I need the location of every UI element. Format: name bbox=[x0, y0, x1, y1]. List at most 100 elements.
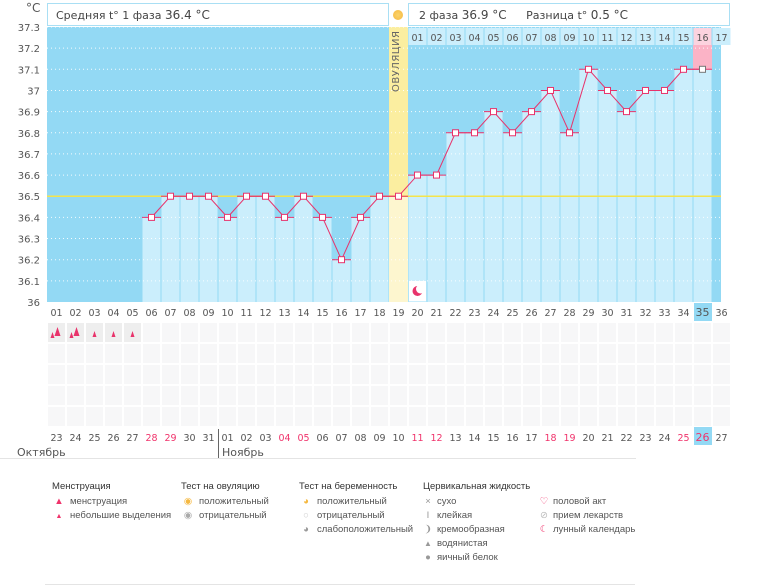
phase2-day-label: 17 bbox=[715, 33, 727, 44]
legend-title: Тест на беременность bbox=[299, 481, 398, 492]
calendar-date-label: 27 bbox=[126, 433, 138, 444]
symptom-cell bbox=[162, 344, 179, 363]
temp-bar bbox=[617, 111, 636, 302]
cycle-day-label: 27 bbox=[544, 308, 556, 319]
legend-item: клейкая bbox=[437, 510, 473, 521]
symptom-cell bbox=[656, 323, 673, 342]
temp-point bbox=[585, 65, 592, 73]
temp-point bbox=[452, 129, 459, 137]
temp-point bbox=[395, 192, 402, 200]
symptom-cell bbox=[48, 365, 65, 384]
y-axis-unit: °C bbox=[26, 1, 41, 15]
symptom-cell bbox=[466, 386, 483, 405]
symptom-cell bbox=[580, 407, 597, 426]
temp-bar bbox=[408, 175, 427, 302]
legend-item: кремообразная bbox=[437, 524, 505, 535]
temp-bar bbox=[180, 196, 199, 302]
cycle-day-label: 33 bbox=[658, 308, 670, 319]
temp-bar bbox=[465, 132, 484, 302]
calendar-date-label: 29 bbox=[164, 433, 176, 444]
legend-item: слабоположительный bbox=[317, 524, 414, 535]
y-tick-label: 36.7 bbox=[18, 150, 40, 161]
legend-item: прием лекарств bbox=[553, 510, 624, 521]
today-highlight bbox=[694, 427, 712, 445]
symptom-cell bbox=[618, 365, 635, 384]
cycle-day-label: 13 bbox=[278, 308, 290, 319]
phase2-day-cell bbox=[674, 28, 693, 45]
symptom-cell bbox=[504, 407, 521, 426]
symptom-cell bbox=[219, 323, 236, 342]
y-tick-label: 36.9 bbox=[18, 108, 40, 119]
legend-item: яичный белок bbox=[437, 552, 498, 563]
symptom-cell bbox=[466, 407, 483, 426]
symptom-cell bbox=[314, 344, 331, 363]
cycle-day-label: 17 bbox=[354, 308, 366, 319]
phase2-day-label: 15 bbox=[677, 33, 689, 44]
temp-point bbox=[661, 86, 668, 94]
symptom-cell bbox=[276, 323, 293, 342]
symptom-cell bbox=[523, 344, 540, 363]
pregnancy-weak-icon: ◕ bbox=[303, 524, 309, 535]
y-tick-label: 37 bbox=[27, 86, 40, 97]
phase2-day-cell bbox=[408, 28, 427, 45]
symptom-cell bbox=[124, 365, 141, 384]
symptom-cell bbox=[162, 365, 179, 384]
calendar-date-label: 06 bbox=[316, 433, 328, 444]
symptom-cell bbox=[561, 386, 578, 405]
symptom-cell bbox=[694, 365, 711, 384]
legend-title: Цервикальная жидкость bbox=[423, 481, 531, 492]
symptom-cell bbox=[276, 407, 293, 426]
cycle-day-label: 15 bbox=[316, 308, 328, 319]
spotting-icon: ▲ bbox=[55, 513, 63, 520]
cycle-day-label: 28 bbox=[563, 308, 575, 319]
symptom-cell bbox=[409, 365, 426, 384]
calendar-date-label: 23 bbox=[639, 433, 651, 444]
temp-point bbox=[471, 129, 478, 137]
legend-item: водянистая bbox=[437, 538, 488, 549]
phase2-day-label: 16 bbox=[696, 33, 708, 44]
legend-item: менструация bbox=[70, 496, 128, 507]
symptom-cell bbox=[276, 365, 293, 384]
symptom-cell bbox=[694, 386, 711, 405]
symptom-cell bbox=[466, 344, 483, 363]
menstruation-drop-icon bbox=[130, 331, 135, 337]
symptom-cell bbox=[428, 344, 445, 363]
legend-item: отрицательный bbox=[317, 510, 385, 521]
symptom-cell bbox=[219, 344, 236, 363]
symptom-cell bbox=[181, 407, 198, 426]
ovulation-positive-icon: ◉ bbox=[183, 496, 193, 507]
cycle-day-label: 30 bbox=[601, 308, 613, 319]
symptom-cell bbox=[257, 365, 274, 384]
legend-item: небольшие выделения bbox=[70, 510, 172, 521]
symptom-cell bbox=[542, 323, 559, 342]
diff-value: 0.5 °C bbox=[590, 8, 629, 22]
calendar-date-label: 09 bbox=[373, 433, 385, 444]
calendar-date-label: 26 bbox=[107, 433, 119, 444]
calendar-date-label: 02 bbox=[240, 433, 252, 444]
phase2-day-cell bbox=[617, 28, 636, 45]
symptom-cell bbox=[447, 407, 464, 426]
calendar-date-label: 12 bbox=[430, 433, 442, 444]
symptom-cell bbox=[333, 365, 350, 384]
phase2-day-label: 02 bbox=[430, 33, 442, 44]
temp-point bbox=[281, 213, 288, 221]
symptom-cell bbox=[257, 386, 274, 405]
calendar-date-label: 28 bbox=[145, 433, 157, 444]
watery-icon: ▲ bbox=[424, 539, 432, 548]
symptom-cell bbox=[143, 365, 160, 384]
symptom-cell bbox=[352, 344, 369, 363]
symptom-cell bbox=[200, 386, 217, 405]
temp-point bbox=[547, 86, 554, 94]
symptom-cell bbox=[447, 323, 464, 342]
symptom-cell bbox=[124, 344, 141, 363]
legend-item: лунный календарь bbox=[553, 524, 636, 535]
temp-point bbox=[186, 192, 193, 200]
cycle-day-label: 11 bbox=[240, 308, 252, 319]
menstruation-drop-icon bbox=[54, 327, 61, 336]
y-tick-label: 36.4 bbox=[18, 213, 40, 224]
phase2-day-cell bbox=[655, 28, 674, 45]
symptom-cell bbox=[599, 407, 616, 426]
phase2-day-cell bbox=[503, 28, 522, 45]
symptom-cell bbox=[542, 365, 559, 384]
symptom-cell bbox=[238, 365, 255, 384]
